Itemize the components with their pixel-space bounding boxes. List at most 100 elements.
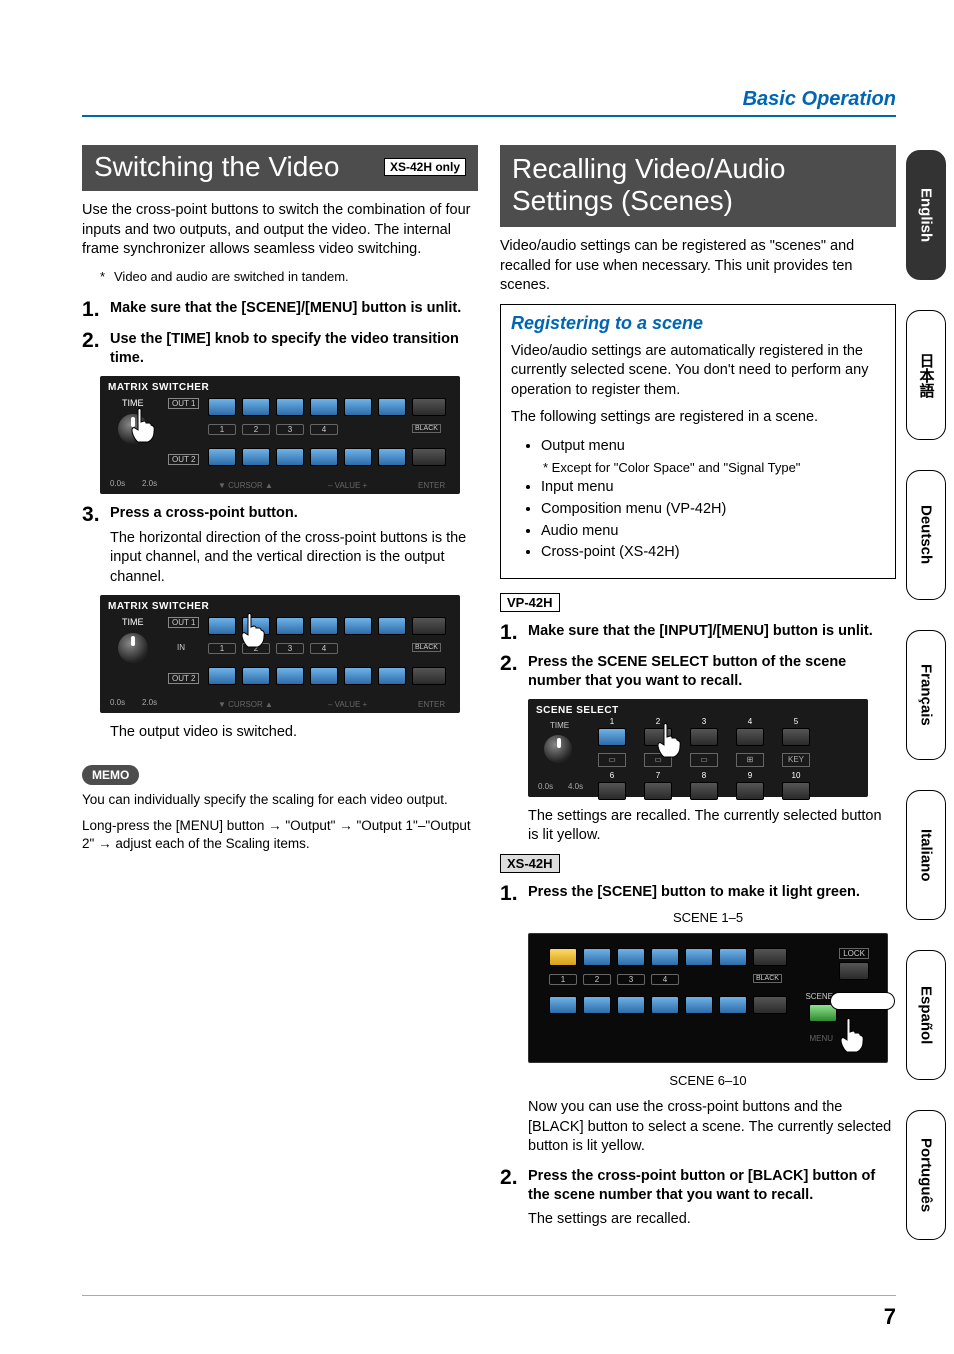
menu-label: MENU bbox=[809, 1034, 833, 1043]
lock-label: LOCK bbox=[839, 948, 869, 959]
crosspoint-button bbox=[583, 948, 611, 966]
scene-row-icons: ▭ ▭ ▭ ⊞ KEY bbox=[598, 753, 810, 767]
black-button bbox=[412, 667, 446, 685]
finger-pointer-icon bbox=[835, 1014, 869, 1056]
xs-step-2: 2 Press the cross-point button or [BLACK… bbox=[500, 1167, 896, 1230]
step-number: 2 bbox=[500, 653, 528, 691]
time-label: TIME bbox=[550, 721, 569, 730]
tab-deutsch[interactable]: Deutsch bbox=[906, 470, 946, 600]
matrix-panel-2: MATRIX SWITCHER TIME 0.0s 2.0s OUT 1 IN … bbox=[100, 595, 460, 713]
list-item: Cross-point (XS-42H) bbox=[541, 542, 885, 564]
crosspoint-button bbox=[344, 667, 372, 685]
xs-step-1: 1 Press the [SCENE] button to make it li… bbox=[500, 883, 896, 904]
badge-vp42h: VP-42H bbox=[500, 593, 560, 612]
scene-label: SCENE bbox=[805, 992, 833, 1001]
step-number: 2 bbox=[82, 330, 110, 368]
step-3-result: The output video is switched. bbox=[110, 723, 478, 743]
value-label: – VALUE + bbox=[328, 481, 367, 490]
intro-text: Video/audio settings can be registered a… bbox=[500, 237, 896, 296]
tab-italiano[interactable]: Italiano bbox=[906, 790, 946, 920]
scene-row-top: 1 2 3 4 5 bbox=[598, 717, 810, 746]
registering-box: Registering to a scene Video/audio setti… bbox=[500, 304, 896, 580]
crosspoint-button bbox=[344, 617, 372, 635]
badge-xs42h: XS-42H bbox=[500, 854, 560, 873]
time-label: TIME bbox=[122, 617, 144, 627]
time-label: TIME bbox=[122, 398, 144, 408]
right-column: Recalling Video/Audio Settings (Scenes) … bbox=[500, 145, 896, 1236]
value-label: – VALUE + bbox=[328, 700, 367, 709]
step-2-title: Use the [TIME] knob to specify the video… bbox=[110, 330, 478, 368]
vp-step-1: 1 Make sure that the [INPUT]/[MENU] butt… bbox=[500, 622, 896, 643]
crosspoint-button bbox=[242, 617, 270, 635]
crosspoint-button bbox=[310, 667, 338, 685]
black-button bbox=[753, 996, 787, 1014]
black-button bbox=[412, 617, 446, 635]
arrow-icon: → bbox=[98, 836, 112, 851]
crosspoint-button bbox=[242, 667, 270, 685]
badge-xs42h-only: XS-42H only bbox=[384, 158, 466, 176]
scene-button bbox=[782, 782, 810, 800]
list-item: Output menu Except for "Color Space" and… bbox=[541, 436, 885, 477]
crosspoint-button bbox=[242, 448, 270, 466]
crosspoint-button bbox=[617, 996, 645, 1014]
scene-button bbox=[644, 782, 672, 800]
crosspoint-button bbox=[276, 448, 304, 466]
crosspoint-button bbox=[685, 996, 713, 1014]
knob-scale-lo: 0.0s bbox=[538, 782, 553, 791]
panel-title: SCENE SELECT bbox=[536, 705, 619, 716]
page-header: Basic Operation bbox=[82, 88, 896, 111]
caption-scene-6-10: SCENE 6–10 bbox=[528, 1073, 888, 1088]
scene-button bbox=[644, 728, 672, 746]
crosspoint-button bbox=[208, 617, 236, 635]
crosspoint-button bbox=[310, 448, 338, 466]
tab-english[interactable]: English bbox=[906, 150, 946, 280]
tab-portugues[interactable]: Português bbox=[906, 1110, 946, 1240]
reg-p1: Video/audio settings are automatically r… bbox=[511, 342, 885, 401]
enter-label: ENTER bbox=[418, 700, 445, 709]
list-item: Input menu bbox=[541, 477, 885, 499]
footer-rule bbox=[82, 1295, 896, 1296]
matrix-panel-1: MATRIX SWITCHER TIME 0.0s 2.0s OUT 1 OUT… bbox=[100, 376, 460, 494]
crosspoint-button bbox=[651, 948, 679, 966]
vp-step-1-title: Make sure that the [INPUT]/[MENU] button… bbox=[528, 622, 896, 641]
vp-result: The settings are recalled. The currently… bbox=[528, 807, 896, 846]
crosspoint-button bbox=[378, 617, 406, 635]
out2-label: OUT 2 bbox=[168, 454, 199, 465]
layout-icon: ▭ bbox=[690, 753, 718, 767]
scene-select-panel: SCENE SELECT TIME 0.0s 4.0s 1 2 3 4 5 ▭ … bbox=[528, 699, 868, 797]
list-sub-item: Except for "Color Space" and "Signal Typ… bbox=[543, 458, 885, 478]
tab-francais[interactable]: Français bbox=[906, 630, 946, 760]
tab-espanol[interactable]: Español bbox=[906, 950, 946, 1080]
crosspoint-button bbox=[651, 996, 679, 1014]
crosspoint-button bbox=[378, 667, 406, 685]
crosspoint-button bbox=[344, 398, 372, 416]
xs-step-1-title: Press the [SCENE] button to make it ligh… bbox=[528, 883, 896, 902]
scene-button bbox=[782, 728, 810, 746]
enter-label: ENTER bbox=[418, 481, 445, 490]
crosspoint-button bbox=[208, 398, 236, 416]
crosspoint-button bbox=[378, 448, 406, 466]
memo-badge: MEMO bbox=[82, 765, 139, 785]
scene-button bbox=[736, 728, 764, 746]
step-number: 2 bbox=[500, 1167, 528, 1230]
step-number: 1 bbox=[500, 883, 528, 904]
step-1-title: Make sure that the [SCENE]/[MENU] button… bbox=[110, 299, 478, 318]
tab-japanese[interactable]: 日本語 bbox=[906, 310, 946, 440]
crosspoint-button bbox=[583, 996, 611, 1014]
time-knob bbox=[118, 633, 148, 663]
crosspoint-button bbox=[208, 667, 236, 685]
crosspoint-button bbox=[242, 398, 270, 416]
step-number: 1 bbox=[82, 299, 110, 320]
scene-row-bot: 6 7 8 9 10 bbox=[598, 771, 810, 800]
cursor-label: ▼ CURSOR ▲ bbox=[218, 700, 273, 709]
list-item: Composition menu (VP-42H) bbox=[541, 499, 885, 521]
panel-title: MATRIX SWITCHER bbox=[108, 601, 209, 612]
crosspoint-button bbox=[719, 996, 747, 1014]
list-item: Audio menu bbox=[541, 521, 885, 543]
crosspoint-button bbox=[378, 398, 406, 416]
time-knob bbox=[544, 735, 572, 763]
scene-button bbox=[598, 782, 626, 800]
xs-step-2-title: Press the cross-point button or [BLACK] … bbox=[528, 1167, 896, 1205]
section-switching-video: Switching the Video XS-42H only bbox=[82, 145, 478, 191]
time-knob bbox=[118, 414, 148, 444]
